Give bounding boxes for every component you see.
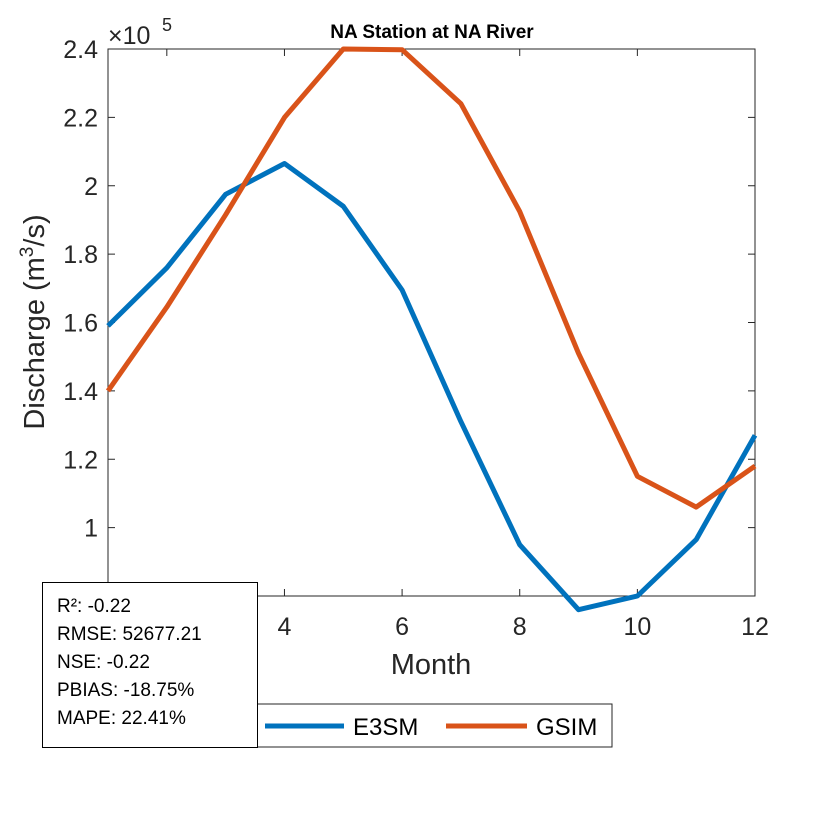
x-axis-label: Month [391,649,472,681]
x-tick-label: 6 [395,613,409,641]
series-lines [105,46,758,613]
y-tick-label: 1.4 [63,378,98,406]
x-ticks: 24681012 [160,49,769,641]
y-axis-label: Discharge (m3/s) [17,214,51,429]
plot-area: 24681012 0.811.21.41.61.822.22.4 [63,36,769,641]
y-axis-label-tail: /s) [19,214,51,246]
y-tick-label: 1.2 [63,446,98,474]
chart-title: NA Station at NA River [330,22,534,43]
y-tick-label: 2.4 [63,36,98,64]
y-tick-label: 2 [84,173,98,201]
stat-nse: NSE: -0.22 [57,652,150,673]
x-tick-label: 10 [623,613,651,641]
series-line-e3sm [106,161,758,613]
y-axis-label-sup: 3 [17,247,38,258]
exponent-power: 5 [162,15,172,35]
y-tick-label: 1.8 [63,241,98,269]
y-tick-label: 2.2 [63,104,98,132]
legend-label-e3sm: E3SM [353,714,418,741]
y-axis-label-main: Discharge (m [19,257,51,429]
stats-box: R²: -0.22 RMSE: 52677.21 NSE: -0.22 PBIA… [42,582,258,748]
axes-box [107,48,756,597]
y-tick-label: 1.6 [63,310,98,338]
x-tick-label: 4 [278,613,292,641]
series-line-gsim [105,46,757,510]
legend-label-gsim: GSIM [536,714,597,741]
exponent-label: ×10 5 [108,15,172,50]
x-tick-label: 12 [741,613,769,641]
stat-pbias: PBIAS: -18.75% [57,680,195,701]
y-ticks: 0.811.21.41.61.822.22.4 [63,36,755,611]
stat-r2: R²: -0.22 [57,596,131,617]
stat-rmse: RMSE: 52677.21 [57,624,202,645]
x-tick-label: 8 [513,613,527,641]
y-tick-label: 1 [84,515,98,543]
legend: E3SM GSIM [254,703,613,748]
exponent-prefix: ×10 [108,22,150,50]
stat-mape: MAPE: 22.41% [57,708,186,729]
